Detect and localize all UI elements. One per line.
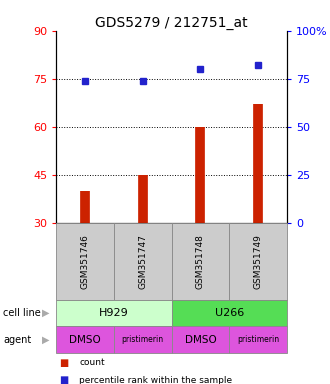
Text: GSM351748: GSM351748 xyxy=(196,234,205,288)
Text: pristimerin: pristimerin xyxy=(237,335,279,344)
Text: ■: ■ xyxy=(59,375,69,384)
Text: ▶: ▶ xyxy=(43,308,50,318)
Text: pristimerin: pristimerin xyxy=(122,335,164,344)
Text: ■: ■ xyxy=(59,358,69,368)
Text: GSM351746: GSM351746 xyxy=(81,234,89,288)
Text: H929: H929 xyxy=(99,308,129,318)
Text: DMSO: DMSO xyxy=(184,335,216,345)
Text: ▶: ▶ xyxy=(43,335,50,345)
Text: count: count xyxy=(79,358,105,367)
Text: percentile rank within the sample: percentile rank within the sample xyxy=(79,376,232,384)
Text: DMSO: DMSO xyxy=(69,335,101,345)
Title: GDS5279 / 212751_at: GDS5279 / 212751_at xyxy=(95,16,248,30)
Text: GSM351747: GSM351747 xyxy=(138,234,147,288)
Text: GSM351749: GSM351749 xyxy=(254,234,263,288)
Text: U266: U266 xyxy=(215,308,244,318)
Text: agent: agent xyxy=(3,335,32,345)
Text: cell line: cell line xyxy=(3,308,41,318)
